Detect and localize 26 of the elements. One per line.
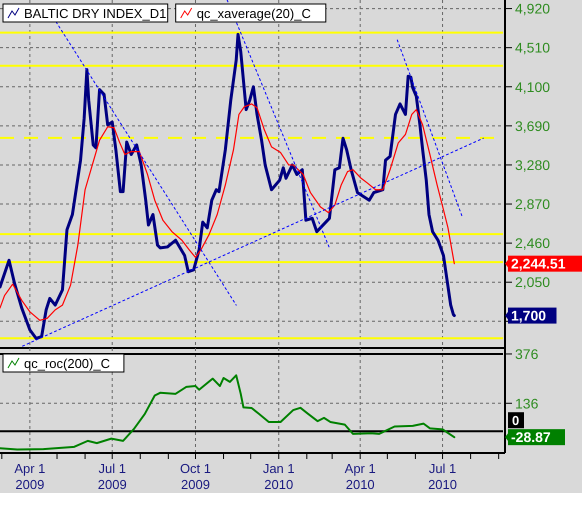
y-tick-label: 3,690 xyxy=(515,118,550,134)
y-tick-label: 136 xyxy=(515,395,539,412)
x-tick-label: Apr 1 2010 xyxy=(344,461,376,492)
y-tick-label: 2,050 xyxy=(515,274,550,290)
x-tick-label: Oct 1 2009 xyxy=(180,461,212,492)
text: -28.87 xyxy=(511,429,551,446)
legend-label: qc_xaverage(20)_C xyxy=(196,6,311,21)
y-tick-label: 4,510 xyxy=(515,40,550,56)
legend-label: BALTIC DRY INDEX_D1 xyxy=(24,6,166,21)
line-series xyxy=(0,32,456,340)
line-series xyxy=(0,103,455,321)
y-tick-label: 3,280 xyxy=(515,156,550,173)
x-tick-label: Jan 1 2010 xyxy=(262,461,295,492)
x-tick-label: Jul 1 2009 xyxy=(98,461,127,492)
ref-line-label: 0 xyxy=(512,413,520,428)
y-tick-label: 2,870 xyxy=(515,196,550,212)
y-tick-label: 4,100 xyxy=(515,78,550,95)
legend-label: qc_roc(200)_C xyxy=(24,356,110,371)
y-tick-label: 2,460 xyxy=(515,235,550,252)
y-tick-label: 376 xyxy=(515,346,539,362)
x-tick-label: Apr 1 2009 xyxy=(14,461,46,492)
text: 2,244.51 xyxy=(511,256,566,272)
y-tick-label: 4,920 xyxy=(515,0,550,17)
line-series xyxy=(0,374,456,451)
text: 1,700 xyxy=(511,308,546,324)
x-tick-label: Jul 1 2010 xyxy=(428,461,458,492)
